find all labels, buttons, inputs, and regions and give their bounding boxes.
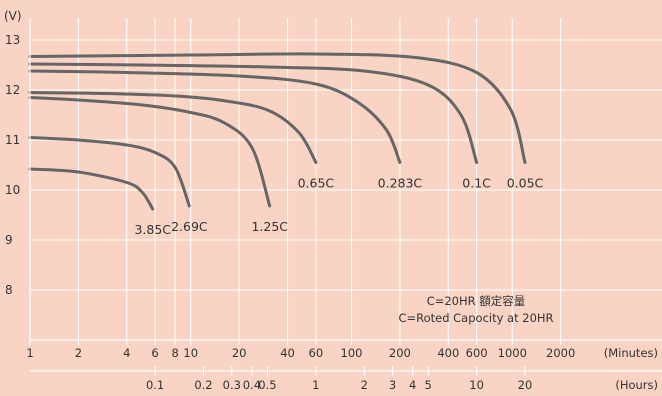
curve-label: 0.05C [507,176,544,191]
minute-tick-label: 100 [341,346,363,360]
hour-tick-label: 10 [469,378,484,392]
capacity-note-line-1: C=20HR 額定容量 [427,294,526,308]
hour-tick-label: 2 [361,378,368,392]
discharge-curve [28,62,479,164]
y-tick-label: 8 [5,283,13,297]
hour-tick-label: 20 [518,378,533,392]
discharge-curve [28,91,318,164]
minute-tick-label: 60 [309,346,324,360]
y-tick-label: 9 [5,233,13,247]
discharge-curve [28,52,527,164]
hour-tick-label: 1 [312,378,319,392]
hour-tick-label: 5 [425,378,432,392]
discharge-curve [28,96,272,208]
minute-tick-label: 8 [172,346,179,360]
hour-tick-label: 0.2 [194,378,212,392]
minute-tick-label: 4 [123,346,130,360]
y-tick-label: 11 [5,133,20,147]
minute-tick-label: 10 [183,346,198,360]
hour-tick-label: 0.3 [223,378,241,392]
axes [29,18,662,372]
hour-tick-label: 3 [389,378,396,392]
hour-tick-label: 0.1 [146,378,164,392]
minute-tick-label: 40 [280,346,295,360]
hour-tick-label: 0.5 [258,378,276,392]
curve-label: 0.283C [378,176,423,191]
y-tick-label: 13 [5,33,20,47]
minute-tick-label: 600 [466,346,488,360]
minute-tick-label: 1000 [498,346,527,360]
x-axis-minutes-label: (Minutes) [604,346,658,360]
hour-tick-label: 4 [409,378,416,392]
discharge-curves [28,52,527,211]
y-axis-unit-label: (V) [4,9,22,23]
discharge-curve [28,167,155,211]
discharge-curve [28,69,402,164]
x-axis-hours-label: (Hours) [615,378,658,392]
minute-tick-label: 2 [75,346,82,360]
discharge-curve [28,136,191,208]
minute-tick-label: 400 [437,346,459,360]
minute-tick-label: 20 [232,346,247,360]
curve-label: 1.25C [251,219,288,234]
minute-tick-label: 1 [26,346,33,360]
capacity-note-line-2: C=Roted Capocity at 20HR [398,311,553,325]
curve-label: 3.85C [134,222,171,237]
minute-tick-label: 2000 [546,346,575,360]
y-tick-label: 10 [5,183,20,197]
labels: (V) (Minutes) (Hours) C=20HR 額定容量 C=Rote… [4,9,658,392]
hour-tick-label: 0.4 [243,378,261,392]
curve-label: 2.69C [171,219,208,234]
curve-label: 0.65C [298,176,335,191]
curve-label: 0.1C [462,176,491,191]
minute-tick-label: 6 [151,346,158,360]
minute-tick-label: 200 [389,346,411,360]
y-tick-label: 12 [5,83,20,97]
